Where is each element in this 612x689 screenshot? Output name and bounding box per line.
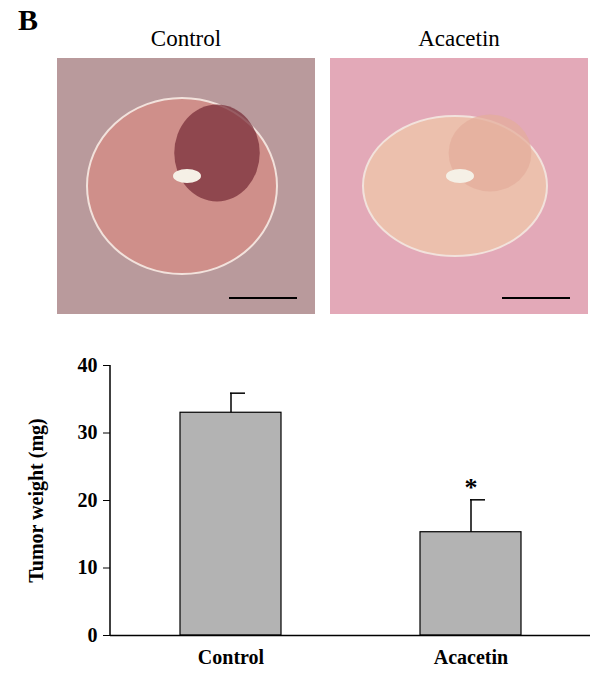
svg-text:B: B <box>18 3 38 36</box>
svg-text:Control: Control <box>198 646 265 668</box>
svg-text:Control: Control <box>151 26 221 51</box>
svg-text:Acacetin: Acacetin <box>434 646 508 668</box>
svg-text:*: * <box>465 473 478 502</box>
svg-text:10: 10 <box>78 556 98 578</box>
svg-text:Acacetin: Acacetin <box>418 26 500 51</box>
svg-text:30: 30 <box>78 421 98 443</box>
svg-text:0: 0 <box>88 624 98 646</box>
svg-text:Tumor weight (mg): Tumor weight (mg) <box>25 418 48 582</box>
svg-text:20: 20 <box>78 489 98 511</box>
svg-text:40: 40 <box>78 354 98 376</box>
